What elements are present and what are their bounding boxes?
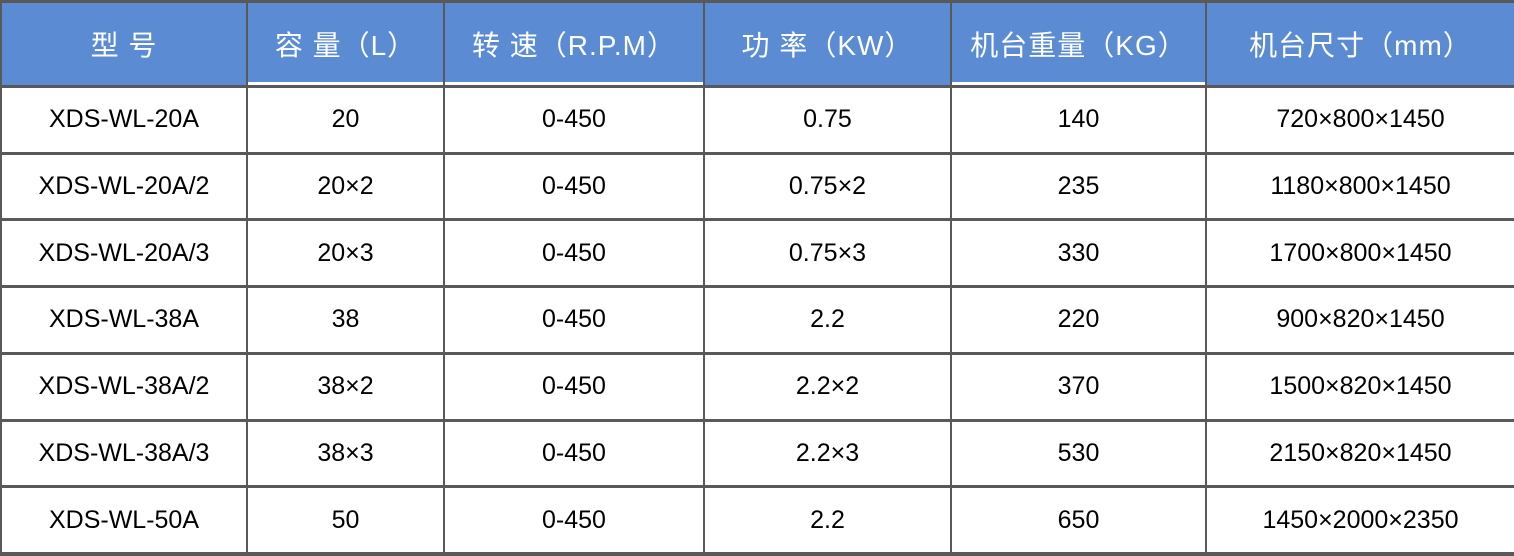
table-cell-r3-c1: 38: [246, 285, 445, 355]
table-cell-r3-c5: 900×820×1450: [1205, 285, 1514, 355]
table-cell-r1-c4: 235: [950, 151, 1207, 222]
table-cell-r5-c0: XDS-WL-38A/3: [0, 418, 248, 489]
header-cell-4: 机台重量（KG）: [950, 0, 1207, 88]
table-row-0: XDS-WL-20A 20 0-450 0.75 140 720×800×1450: [0, 85, 1514, 155]
table-cell-r0-c1: 20: [246, 85, 445, 155]
table-cell-r1-c2: 0-450: [443, 151, 705, 222]
table-cell-r4-c0: XDS-WL-38A/2: [0, 351, 248, 422]
table-cell-r4-c1: 38×2: [246, 351, 445, 422]
table-cell-r3-c2: 0-450: [443, 285, 705, 355]
table-row-5: XDS-WL-38A/3 38×3 0-450 2.2×3 530 2150×820×14…: [0, 418, 1514, 489]
table-cell-r2-c4: 330: [950, 218, 1207, 289]
table-cell-r2-c1: 20×3: [246, 218, 445, 289]
table-cell-r2-c0: XDS-WL-20A/3: [0, 218, 248, 289]
table-cell-r6-c4: 650: [950, 485, 1207, 556]
table-cell-r1-c5: 1180×800×1450: [1205, 151, 1514, 222]
table-cell-r4-c3: 2.2×2: [703, 351, 952, 422]
table-cell-r6-c1: 50: [246, 485, 445, 556]
table-cell-r6-c0: XDS-WL-50A: [0, 485, 248, 556]
table-cell-r3-c4: 220: [950, 285, 1207, 355]
table-cell-r4-c4: 370: [950, 351, 1207, 422]
table-cell-r5-c2: 0-450: [443, 418, 705, 489]
table-cell-r2-c3: 0.75×3: [703, 218, 952, 289]
table-cell-r2-c2: 0-450: [443, 218, 705, 289]
table-cell-r1-c1: 20×2: [246, 151, 445, 222]
header-cell-2: 转 速（R.P.M）: [443, 0, 705, 88]
header-cell-1: 容 量（L）: [246, 0, 445, 88]
table-cell-r6-c3: 2.2: [703, 485, 952, 556]
table-cell-r0-c5: 720×800×1450: [1205, 85, 1514, 155]
table-row-4: XDS-WL-38A/2 38×2 0-450 2.2×2 370 1500×820×14…: [0, 351, 1514, 422]
table-cell-r0-c4: 140: [950, 85, 1207, 155]
table-cell-r5-c5: 2150×820×1450: [1205, 418, 1514, 489]
table-cell-r5-c4: 530: [950, 418, 1207, 489]
table-cell-r6-c2: 0-450: [443, 485, 705, 556]
table-body: XDS-WL-20A 20 0-450 0.75 140 720×800×1450 XDS-…: [0, 85, 1514, 556]
table-cell-r0-c2: 0-450: [443, 85, 705, 155]
table-row-2: XDS-WL-20A/3 20×3 0-450 0.75×3 330 1700×800×1…: [0, 218, 1514, 289]
table-header: 型 号容 量（L）转 速（R.P.M）功 率（KW） 机台重量（KG） 机台尺寸（m…: [0, 0, 1514, 88]
table-cell-r4-c2: 0-450: [443, 351, 705, 422]
table-row-1: XDS-WL-20A/2 20×2 0-450 0.75×2 235 1180×800×1…: [0, 151, 1514, 222]
table-cell-r0-c3: 0.75: [703, 85, 952, 155]
table-cell-r5-c3: 2.2×3: [703, 418, 952, 489]
table-cell-r1-c0: XDS-WL-20A/2: [0, 151, 248, 222]
table-cell-r3-c0: XDS-WL-38A: [0, 285, 248, 355]
table-cell-r3-c3: 2.2: [703, 285, 952, 355]
table-row-6: XDS-WL-50A 50 0-450 2.2 650 1450×2000×2350: [0, 485, 1514, 556]
table-cell-r5-c1: 38×3: [246, 418, 445, 489]
table-cell-r0-c0: XDS-WL-20A: [0, 85, 248, 155]
table-cell-r4-c5: 1500×820×1450: [1205, 351, 1514, 422]
table-cell-r6-c5: 1450×2000×2350: [1205, 485, 1514, 556]
header-cell-5: 机台尺寸（mm）: [1205, 0, 1514, 88]
table-cell-r2-c5: 1700×800×1450: [1205, 218, 1514, 289]
header-cell-0: 型 号: [0, 0, 248, 88]
table-row-3: XDS-WL-38A 38 0-450 2.2 220 900×820×1450: [0, 285, 1514, 355]
header-row: 型 号容 量（L）转 速（R.P.M）功 率（KW） 机台重量（KG） 机台尺寸（m…: [0, 0, 1514, 88]
header-cell-3: 功 率（KW）: [703, 0, 952, 88]
table-cell-r1-c3: 0.75×2: [703, 151, 952, 222]
